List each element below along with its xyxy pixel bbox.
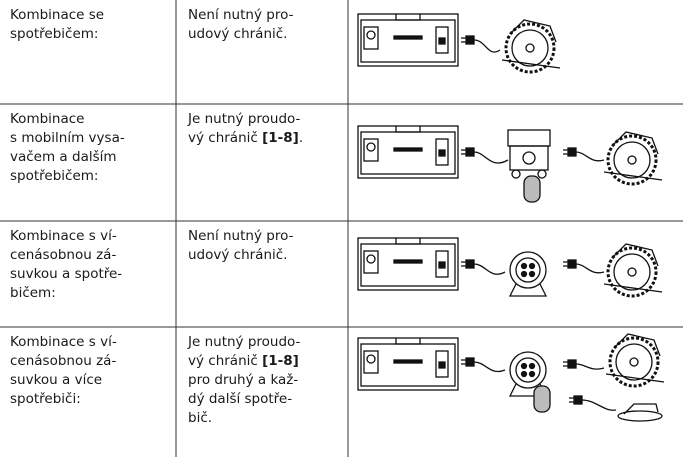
circular-saw [602, 130, 664, 186]
cable [473, 361, 506, 373]
cell: Kombinace se spotřebičem: [10, 6, 104, 44]
text-line: spotřebiči: [10, 391, 81, 407]
text-segment: vý chránič [188, 353, 263, 369]
text-line: bič. [188, 410, 213, 426]
cable [581, 399, 617, 411]
circular-saw [604, 332, 666, 388]
text-line: suvkou a více [10, 372, 103, 388]
plug [568, 395, 583, 405]
plug [460, 147, 475, 157]
text-segment: vý chránič [188, 130, 263, 146]
text-line: Kombinace se [10, 7, 105, 23]
cable [575, 363, 605, 370]
cell: Je nutný proudo-vý chránič [1-8]. [188, 110, 303, 148]
rcd-adapter [523, 175, 541, 203]
cable [575, 151, 605, 162]
cell: Kombinace s ví-cenásobnou zá-suvkou a ví… [10, 333, 117, 409]
text-line: udový chránič. [188, 247, 288, 263]
cell: Není nutný pro-udový chránič. [188, 6, 293, 44]
text-line: spotřebičem: [10, 26, 99, 42]
plug [460, 357, 475, 367]
text-line: cenásobnou zá- [10, 247, 117, 263]
text-line: vý chránič [1-8] [188, 352, 300, 371]
plug [562, 359, 577, 369]
systainer [357, 237, 459, 291]
text-line: pro druhý a kaž- [188, 372, 299, 388]
mobile-extractor [507, 129, 551, 179]
plug [460, 35, 475, 45]
reference: [1-8] [262, 130, 299, 146]
cell: Není nutný pro-udový chránič. [188, 227, 293, 265]
text-line: Není nutný pro- [188, 7, 294, 23]
text-line: dý další spotře- [188, 391, 293, 407]
text-segment: . [298, 130, 304, 146]
text-line: s mobilním vysa- [10, 130, 125, 146]
text-line: suvkou a spotře- [10, 266, 123, 282]
cable [575, 263, 605, 274]
text-line: cenásobnou zá- [10, 353, 117, 369]
plug [460, 259, 475, 269]
circular-saw [602, 242, 664, 298]
cable-reel [509, 251, 547, 297]
text-line: vý chránič [1-8]. [188, 129, 303, 148]
systainer [357, 125, 459, 179]
text-line: Kombinace s ví- [10, 228, 117, 244]
sander [617, 403, 663, 422]
cable [473, 39, 501, 53]
text-line: spotřebičem: [10, 168, 99, 184]
text-line: bičem: [10, 285, 56, 301]
systainer [357, 13, 459, 67]
text-line: Je nutný proudo- [188, 111, 301, 127]
text-line: Je nutný proudo- [188, 334, 301, 350]
text-line: Kombinace s ví- [10, 334, 117, 350]
text-line: Kombinace [10, 111, 85, 127]
cell: Kombinace s mobilním vysa-vačem a dalším s… [10, 110, 125, 186]
cable [473, 263, 506, 275]
cable [473, 151, 509, 164]
circular-saw [500, 18, 562, 74]
text-line: vačem a dalším [10, 149, 117, 165]
cell: Je nutný proudo-vý chránič [1-8] pro druh… [188, 333, 300, 428]
text-line: udový chránič. [188, 26, 288, 42]
plug [562, 147, 577, 157]
rcd-adapter [533, 385, 551, 413]
cell: Kombinace s ví-cenásobnou zá-suvkou a sp… [10, 227, 122, 303]
systainer [357, 337, 459, 391]
plug [562, 259, 577, 269]
text-line: Není nutný pro- [188, 228, 294, 244]
reference: [1-8] [262, 353, 299, 369]
